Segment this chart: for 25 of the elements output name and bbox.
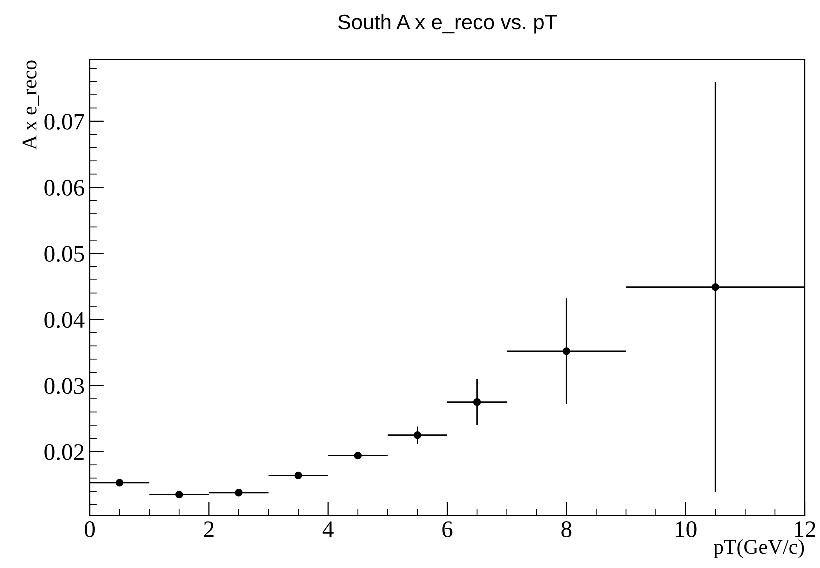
y-tick-label: 0.06 (44, 180, 84, 196)
y-axis-title: A x e_reco (22, 60, 40, 150)
point (354, 452, 362, 460)
x-tick-label: 2 (204, 522, 214, 538)
point (473, 398, 482, 406)
point (116, 479, 124, 487)
point (712, 284, 720, 292)
y-tick-label: 0.03 (44, 378, 84, 394)
x-tick-label: 6 (442, 522, 453, 538)
y-tick-label: 0.07 (44, 114, 84, 130)
y-tick-label: 0.02 (44, 444, 84, 460)
point (235, 489, 243, 497)
x-tick-label: 0 (84, 522, 96, 538)
point (414, 432, 422, 440)
x-tick-label: 10 (676, 522, 697, 538)
y-tick-label: 0.04 (44, 312, 85, 328)
x-tick-label: 4 (322, 522, 334, 538)
x-tick-label: 12 (795, 522, 816, 538)
point (294, 472, 302, 480)
point (562, 348, 570, 356)
y-tick-label: 0.05 (44, 246, 84, 262)
point (176, 491, 184, 499)
chart-title: South A x e_reco vs. pT (338, 14, 558, 34)
x-axis-title: pT(GeV/c) (714, 539, 804, 558)
x-tick-label: 8 (562, 522, 572, 538)
